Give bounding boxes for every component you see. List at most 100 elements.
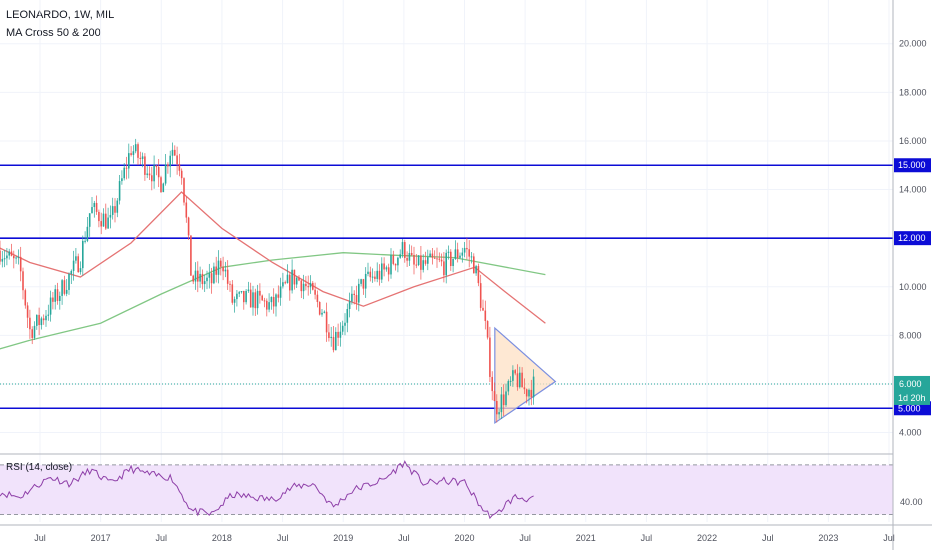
candle-body bbox=[47, 314, 50, 316]
x-tick-label: Jul bbox=[277, 533, 289, 543]
candle-body bbox=[79, 268, 82, 273]
candle-body bbox=[525, 389, 528, 397]
candle-body bbox=[42, 318, 45, 321]
candle-body bbox=[493, 391, 496, 402]
candle-body bbox=[98, 211, 100, 222]
candle-body bbox=[109, 214, 112, 218]
candle-body bbox=[261, 295, 263, 301]
candle-body bbox=[206, 277, 208, 282]
candles bbox=[0, 138, 535, 423]
candle-body bbox=[210, 273, 213, 284]
candle-body bbox=[344, 322, 346, 326]
candle-body bbox=[300, 280, 303, 292]
candle-body bbox=[201, 273, 204, 285]
candle-body bbox=[40, 318, 43, 326]
candle-body bbox=[162, 183, 165, 193]
x-tick-label: Jul bbox=[641, 533, 653, 543]
countdown-label: 1d 20h bbox=[898, 393, 926, 403]
candle-body bbox=[429, 253, 431, 258]
candle-body bbox=[420, 255, 422, 270]
candle-body bbox=[325, 311, 328, 333]
candle-body bbox=[498, 412, 500, 415]
candle-body bbox=[528, 389, 530, 397]
price-labels: 15.000 12.000 5.000 6.000 1d 20h bbox=[894, 158, 931, 416]
ma-200-line bbox=[0, 252, 546, 350]
candle-body bbox=[470, 256, 473, 258]
x-tick-label: 2021 bbox=[576, 533, 596, 543]
candle-body bbox=[155, 165, 158, 167]
candle-body bbox=[95, 202, 98, 212]
candle-body bbox=[45, 315, 47, 321]
candle-body bbox=[141, 156, 144, 159]
candle-body bbox=[486, 321, 489, 338]
candle-body bbox=[144, 156, 146, 175]
candle-body bbox=[174, 149, 176, 156]
candle-body bbox=[220, 260, 222, 267]
candle-body bbox=[335, 331, 337, 351]
candle-body bbox=[289, 274, 291, 291]
candle-body bbox=[348, 301, 351, 310]
candle-body bbox=[381, 263, 383, 280]
candle-body bbox=[383, 263, 385, 270]
candle-body bbox=[277, 294, 280, 298]
candle-body bbox=[341, 325, 344, 332]
candle-body bbox=[489, 337, 491, 377]
candle-body bbox=[190, 235, 192, 276]
candle-body bbox=[217, 260, 220, 275]
x-tick-label: 2023 bbox=[818, 533, 838, 543]
candle-body bbox=[167, 164, 169, 167]
candle-body bbox=[226, 269, 229, 284]
last-price-label: 6.000 bbox=[899, 379, 922, 389]
candle-body bbox=[59, 295, 61, 301]
candle-body bbox=[463, 247, 466, 253]
candle-body bbox=[427, 257, 429, 264]
candle-body bbox=[86, 226, 89, 241]
candle-body bbox=[36, 314, 38, 326]
candle-body bbox=[362, 279, 365, 289]
candle-body bbox=[111, 206, 114, 215]
candle-body bbox=[415, 264, 418, 266]
candle-body bbox=[482, 307, 484, 311]
candle-body bbox=[397, 257, 399, 266]
candle-body bbox=[236, 293, 238, 300]
candle-body bbox=[406, 257, 408, 261]
candle-body bbox=[272, 296, 275, 307]
candle-body bbox=[13, 255, 15, 259]
candle-body bbox=[447, 251, 450, 253]
candle-body bbox=[452, 258, 454, 267]
candle-body bbox=[93, 202, 96, 208]
candle-body bbox=[270, 296, 273, 303]
candle-body bbox=[436, 258, 438, 260]
candle-body bbox=[484, 310, 487, 322]
candle-body bbox=[302, 283, 305, 292]
candle-body bbox=[164, 164, 167, 184]
candle-body bbox=[56, 289, 59, 301]
candle-body bbox=[88, 213, 91, 227]
rsi-line bbox=[0, 460, 534, 520]
candle-body bbox=[185, 202, 188, 218]
candle-body bbox=[31, 329, 33, 338]
candle-body bbox=[116, 200, 119, 213]
candle-body bbox=[148, 173, 151, 176]
candle-body bbox=[275, 294, 277, 307]
candle-body bbox=[479, 283, 482, 308]
rsi-title[interactable]: RSI (14, close) bbox=[6, 462, 73, 473]
candle-body bbox=[298, 277, 300, 281]
candle-body bbox=[157, 166, 160, 178]
indicator-title[interactable]: MA Cross 50 & 200 bbox=[6, 27, 101, 39]
candle-body bbox=[514, 370, 516, 374]
last-price-bg bbox=[894, 375, 930, 405]
candle-body bbox=[291, 269, 293, 291]
candle-body bbox=[245, 290, 247, 303]
ma-50-line bbox=[0, 191, 546, 324]
candle-body bbox=[231, 284, 234, 303]
candle-body bbox=[17, 256, 20, 258]
candle-body bbox=[6, 255, 8, 259]
candle-body bbox=[378, 270, 381, 280]
candle-body bbox=[413, 254, 415, 265]
candle-body bbox=[284, 282, 286, 284]
candle-body bbox=[22, 271, 24, 291]
candle-body bbox=[353, 293, 355, 296]
candle-body bbox=[328, 332, 330, 339]
